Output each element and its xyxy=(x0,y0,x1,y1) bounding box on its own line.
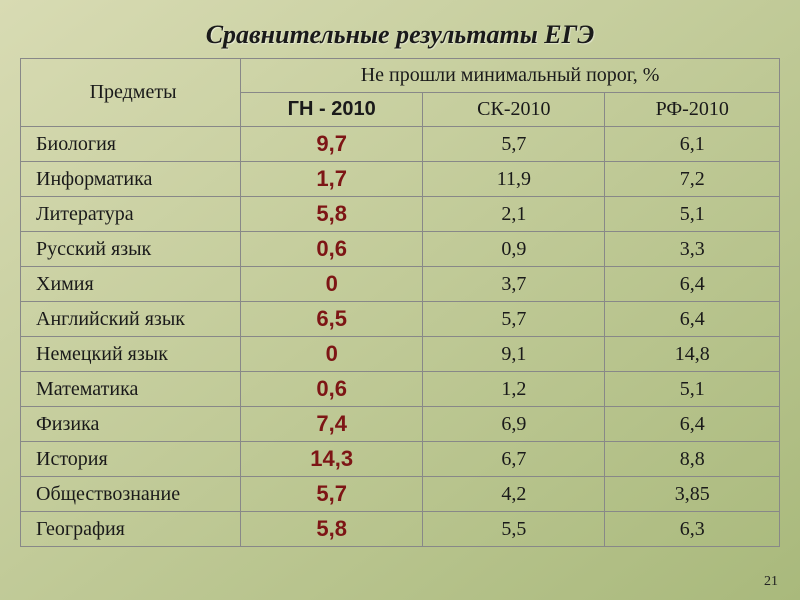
header-threshold: Не прошли минимальный порог, % xyxy=(241,59,780,93)
table-row: Информатика1,711,97,2 xyxy=(21,162,780,197)
table-header-row-1: Предметы Не прошли минимальный порог, % xyxy=(21,59,780,93)
subject-cell: Немецкий язык xyxy=(21,337,241,372)
subject-cell: География xyxy=(21,512,241,547)
results-table: Предметы Не прошли минимальный порог, % … xyxy=(20,58,780,547)
subject-cell: Химия xyxy=(21,267,241,302)
subject-cell: Информатика xyxy=(21,162,241,197)
rf-cell: 3,3 xyxy=(605,232,780,267)
table-row: Обществознание5,74,23,85 xyxy=(21,477,780,512)
subject-cell: Обществознание xyxy=(21,477,241,512)
rf-cell: 6,1 xyxy=(605,127,780,162)
page-number: 21 xyxy=(764,574,778,590)
subject-cell: Литература xyxy=(21,197,241,232)
subject-cell: Биология xyxy=(21,127,241,162)
table-row: География5,85,56,3 xyxy=(21,512,780,547)
header-gn: ГН - 2010 xyxy=(241,93,423,127)
rf-cell: 8,8 xyxy=(605,442,780,477)
sk-cell: 0,9 xyxy=(423,232,605,267)
rf-cell: 6,3 xyxy=(605,512,780,547)
table-row: Биология9,75,76,1 xyxy=(21,127,780,162)
sk-cell: 5,5 xyxy=(423,512,605,547)
rf-cell: 5,1 xyxy=(605,197,780,232)
rf-cell: 6,4 xyxy=(605,407,780,442)
gn-cell: 0,6 xyxy=(241,232,423,267)
page-title: Сравнительные результаты ЕГЭ xyxy=(20,20,780,50)
gn-cell: 1,7 xyxy=(241,162,423,197)
sk-cell: 9,1 xyxy=(423,337,605,372)
rf-cell: 7,2 xyxy=(605,162,780,197)
sk-cell: 3,7 xyxy=(423,267,605,302)
sk-cell: 5,7 xyxy=(423,302,605,337)
gn-cell: 0,6 xyxy=(241,372,423,407)
rf-cell: 6,4 xyxy=(605,302,780,337)
subject-cell: Английский язык xyxy=(21,302,241,337)
sk-cell: 11,9 xyxy=(423,162,605,197)
header-sk: СК-2010 xyxy=(423,93,605,127)
gn-cell: 6,5 xyxy=(241,302,423,337)
gn-cell: 5,7 xyxy=(241,477,423,512)
table-row: Русский язык0,60,93,3 xyxy=(21,232,780,267)
rf-cell: 6,4 xyxy=(605,267,780,302)
sk-cell: 6,7 xyxy=(423,442,605,477)
gn-cell: 14,3 xyxy=(241,442,423,477)
subject-cell: Математика xyxy=(21,372,241,407)
subject-cell: Русский язык xyxy=(21,232,241,267)
table-row: Математика0,61,25,1 xyxy=(21,372,780,407)
table-row: Физика7,46,96,4 xyxy=(21,407,780,442)
gn-cell: 0 xyxy=(241,267,423,302)
sk-cell: 1,2 xyxy=(423,372,605,407)
gn-cell: 5,8 xyxy=(241,197,423,232)
sk-cell: 5,7 xyxy=(423,127,605,162)
gn-cell: 7,4 xyxy=(241,407,423,442)
gn-cell: 5,8 xyxy=(241,512,423,547)
table-row: История14,36,78,8 xyxy=(21,442,780,477)
rf-cell: 3,85 xyxy=(605,477,780,512)
table-row: Английский язык6,55,76,4 xyxy=(21,302,780,337)
rf-cell: 14,8 xyxy=(605,337,780,372)
subject-cell: История xyxy=(21,442,241,477)
sk-cell: 6,9 xyxy=(423,407,605,442)
table-row: Химия03,76,4 xyxy=(21,267,780,302)
header-rf: РФ-2010 xyxy=(605,93,780,127)
subject-cell: Физика xyxy=(21,407,241,442)
rf-cell: 5,1 xyxy=(605,372,780,407)
gn-cell: 0 xyxy=(241,337,423,372)
sk-cell: 2,1 xyxy=(423,197,605,232)
sk-cell: 4,2 xyxy=(423,477,605,512)
table-row: Литература5,82,15,1 xyxy=(21,197,780,232)
header-subjects: Предметы xyxy=(21,59,241,127)
table-row: Немецкий язык09,114,8 xyxy=(21,337,780,372)
gn-cell: 9,7 xyxy=(241,127,423,162)
